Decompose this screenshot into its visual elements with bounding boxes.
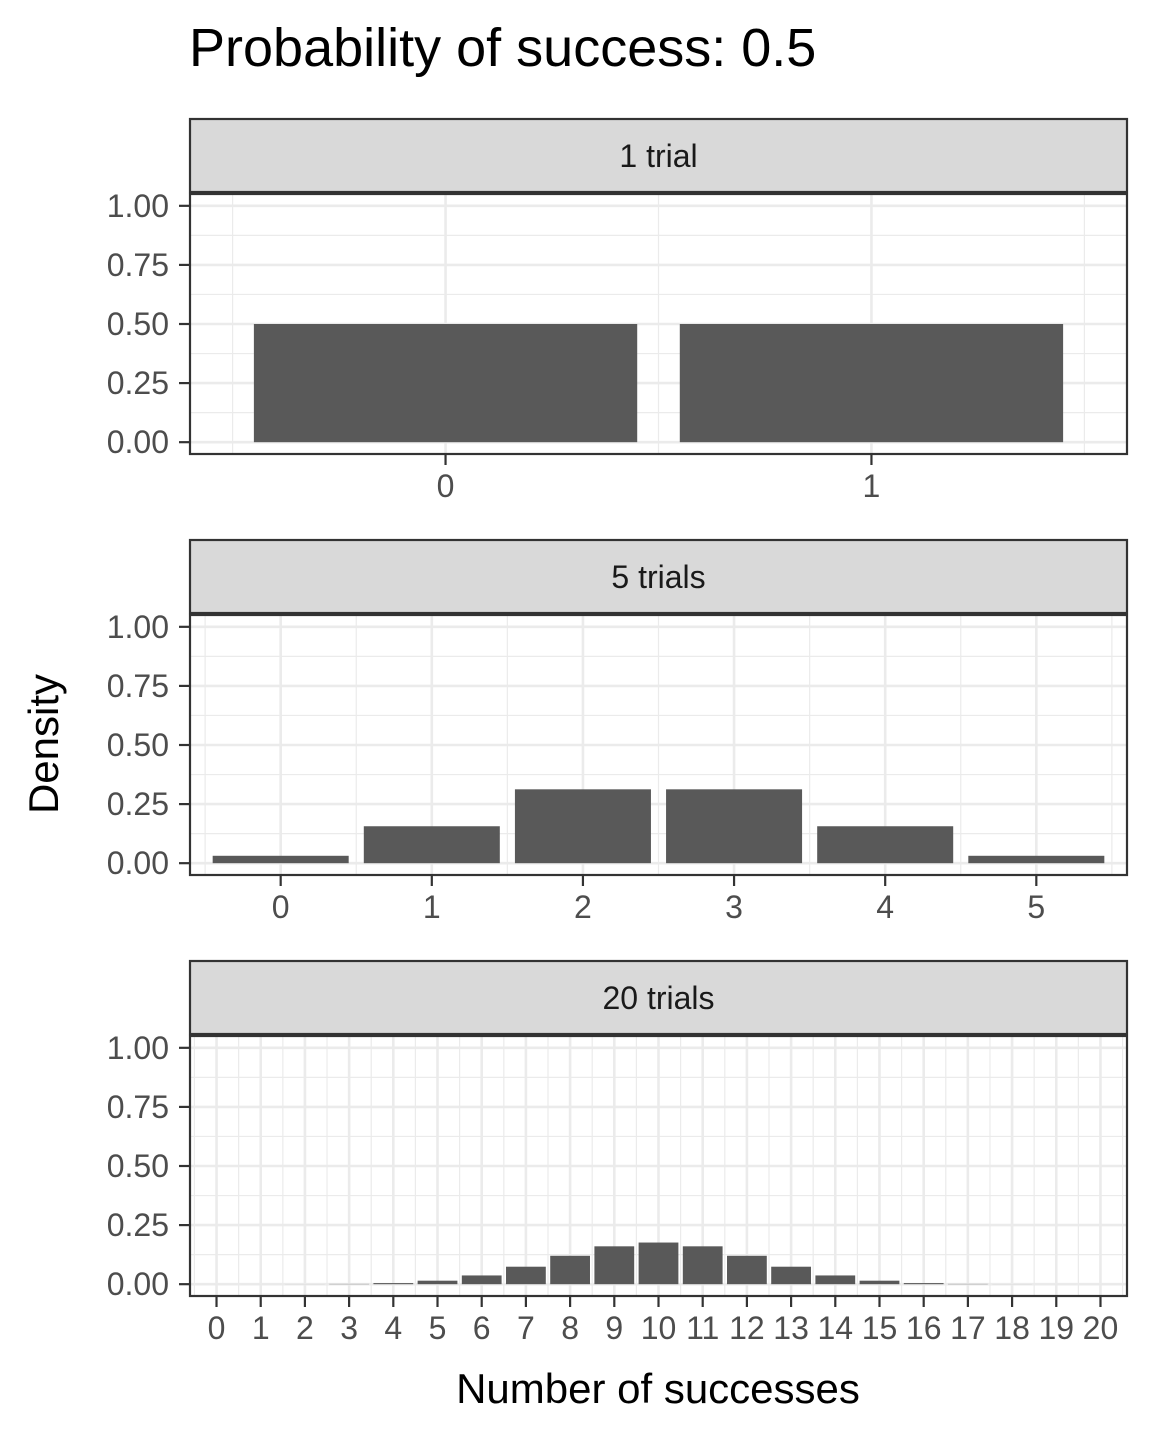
x-tick-label: 12: [729, 1310, 765, 1346]
x-tick-label: 8: [561, 1310, 579, 1346]
x-tick-label: 17: [950, 1310, 986, 1346]
bar: [363, 826, 500, 864]
bar: [253, 324, 638, 443]
x-tick-label: 14: [817, 1310, 853, 1346]
x-tick-label: 1: [252, 1310, 270, 1346]
y-tick-label: 0.25: [107, 1207, 169, 1243]
x-tick-label: 0: [437, 468, 455, 504]
x-tick-label: 15: [862, 1310, 898, 1346]
x-tick-label: 19: [1038, 1310, 1074, 1346]
y-tick-label: 0.25: [107, 365, 169, 401]
y-tick-label: 1.00: [107, 188, 169, 224]
x-tick-label: 4: [384, 1310, 402, 1346]
x-tick-label: 20: [1083, 1310, 1119, 1346]
x-tick-label: 18: [994, 1310, 1030, 1346]
y-tick-label: 0.50: [107, 306, 169, 342]
x-tick-label: 0: [272, 889, 290, 925]
bar: [514, 789, 651, 864]
x-tick-label: 13: [773, 1310, 809, 1346]
x-tick-label: 5: [1027, 889, 1045, 925]
bar: [506, 1266, 546, 1285]
x-tick-label: 11: [686, 1310, 719, 1346]
y-tick-label: 0.50: [107, 1148, 169, 1184]
x-tick-label: 9: [605, 1310, 623, 1346]
facet-panel: 1 trial 0.00 0.25 0.50 0.75 1.00 0 1: [107, 117, 1129, 504]
bar: [679, 324, 1064, 443]
bar: [417, 1280, 458, 1285]
facet-strip-label: 5 trials: [611, 559, 705, 595]
bar: [968, 855, 1105, 864]
x-tick-label: 16: [906, 1310, 942, 1346]
y-tick-label: 1.00: [107, 609, 169, 645]
x-tick-label: 3: [340, 1310, 358, 1346]
y-tick-label: 0.00: [107, 424, 169, 460]
bar: [666, 789, 803, 864]
bar: [771, 1266, 811, 1285]
facet-strip: [188, 538, 1129, 615]
bar: [594, 1246, 635, 1285]
x-tick-label: 1: [863, 468, 881, 504]
y-tick-label: 0.75: [107, 247, 169, 283]
y-tick-label: 0.00: [107, 1266, 169, 1302]
x-tick-label: 10: [641, 1310, 677, 1346]
x-tick-label: 5: [429, 1310, 447, 1346]
y-tick-label: 0.75: [107, 1089, 169, 1125]
bar: [638, 1242, 679, 1285]
bar: [461, 1275, 502, 1285]
bar: [727, 1255, 767, 1285]
y-tick-label: 0.25: [107, 786, 169, 822]
facet-strip-label: 20 trials: [602, 980, 714, 1016]
bar: [212, 855, 349, 864]
x-tick-label: 4: [876, 889, 894, 925]
x-axis-title: Number of successes: [456, 1365, 860, 1412]
bar: [550, 1255, 590, 1285]
bar: [682, 1246, 723, 1285]
bar: [859, 1280, 900, 1285]
bar: [903, 1283, 944, 1285]
y-tick-label: 1.00: [107, 1030, 169, 1066]
facet-strip: [188, 117, 1129, 194]
x-tick-label: 0: [208, 1310, 226, 1346]
facet-strip: [188, 959, 1129, 1036]
bar: [373, 1283, 414, 1285]
bar: [817, 826, 954, 864]
x-tick-label: 1: [423, 889, 441, 925]
facet-panel: 5 trials 0.00 0.25 0.50 0.75 1.00 0 1 2 3 4 5: [107, 538, 1129, 925]
x-tick-label: 7: [517, 1310, 535, 1346]
x-tick-label: 2: [296, 1310, 314, 1346]
x-tick-label: 6: [473, 1310, 491, 1346]
facet-strip-label: 1 trial: [619, 138, 697, 174]
y-axis-title: Density: [20, 674, 67, 814]
x-tick-label: 2: [574, 889, 592, 925]
y-tick-label: 0.75: [107, 668, 169, 704]
x-tick-label: 3: [725, 889, 743, 925]
chart-title: Probability of success: 0.5: [189, 18, 816, 78]
y-tick-label: 0.50: [107, 727, 169, 763]
y-tick-label: 0.00: [107, 845, 169, 881]
bar: [815, 1275, 856, 1285]
